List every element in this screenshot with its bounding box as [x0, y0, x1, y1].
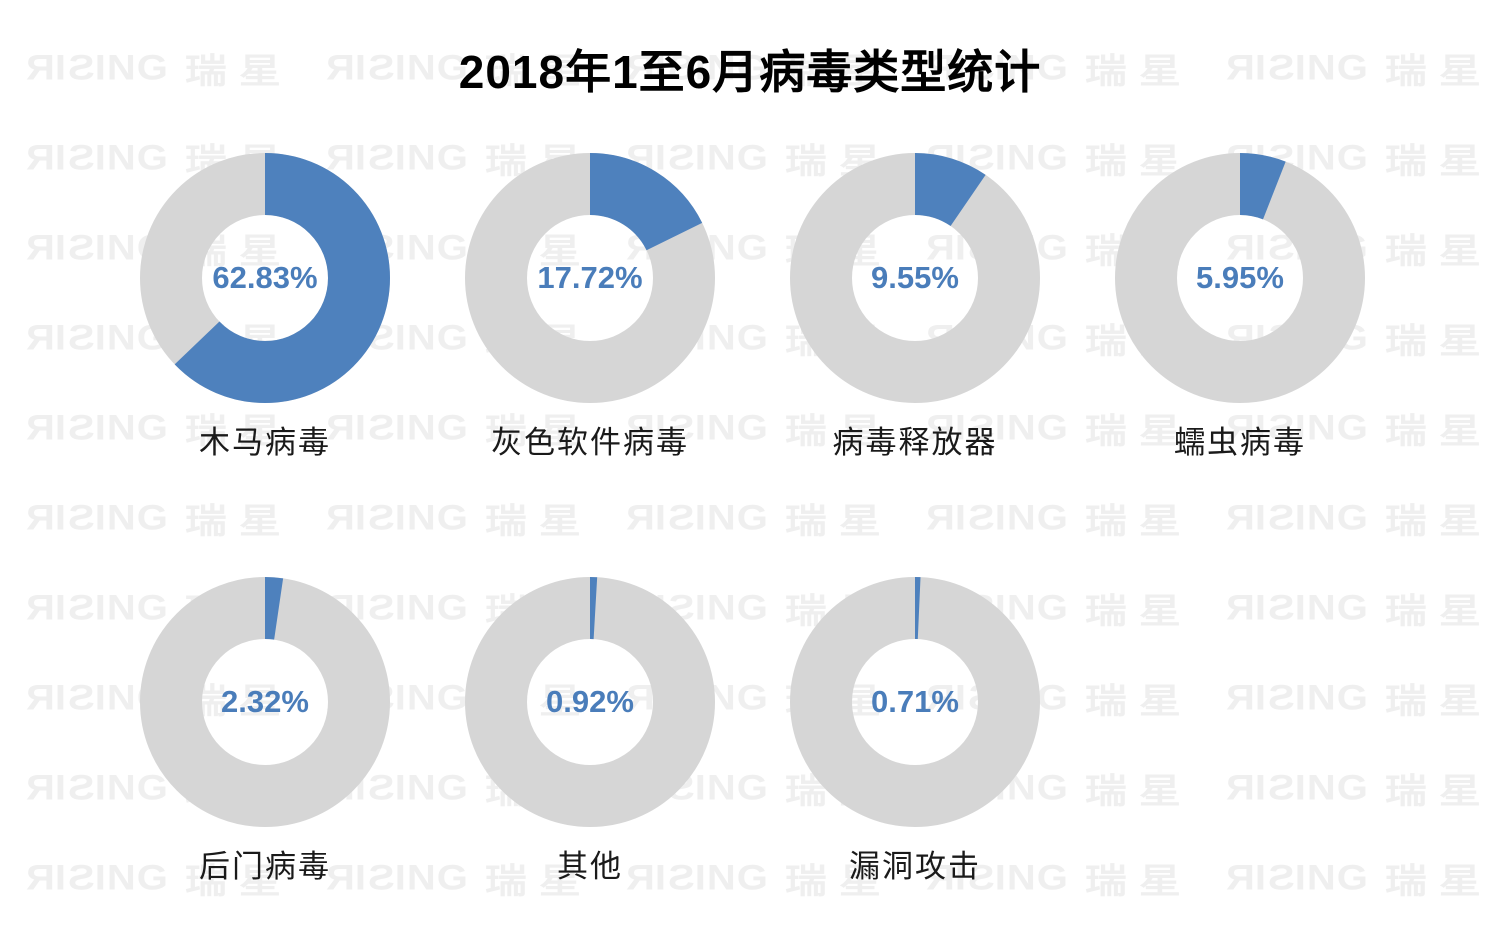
donut-label: 蠕虫病毒	[1174, 425, 1306, 460]
donut-ring	[790, 153, 1040, 403]
donut-value: 17.72%	[537, 260, 643, 295]
donut-value-arc	[790, 577, 1040, 827]
donut-value-arc	[465, 577, 715, 827]
donut-cell: 9.55% 病毒释放器	[790, 153, 1040, 463]
donut-value: 2.32%	[221, 684, 309, 719]
donut-value: 9.55%	[871, 260, 959, 295]
donut-cell: 17.72% 灰色软件病毒	[465, 153, 715, 463]
donut-cell: 0.92% 其他	[465, 577, 715, 887]
donut-label: 其他	[557, 849, 623, 884]
donut-ring	[465, 153, 715, 403]
donut-value-arc	[140, 153, 390, 403]
donut-cell: 5.95% 蠕虫病毒	[1115, 153, 1365, 463]
donut-value: 5.95%	[1196, 260, 1284, 295]
donut-ring	[465, 577, 715, 827]
donut-label: 漏洞攻击	[849, 849, 981, 884]
donut-value: 62.83%	[212, 260, 318, 295]
donut-ring	[140, 577, 390, 827]
donut-label: 后门病毒	[199, 849, 331, 884]
donut-cell: 2.32% 后门病毒	[140, 577, 390, 887]
donut-value: 0.92%	[546, 684, 634, 719]
donut-value-arc	[1115, 153, 1365, 403]
donut-label: 病毒释放器	[832, 425, 998, 460]
donut-label: 灰色软件病毒	[491, 425, 689, 460]
chart-title: 2018年1至6月病毒类型统计	[458, 46, 1042, 98]
donut-ring	[1115, 153, 1365, 403]
donut-cell: 0.71% 漏洞攻击	[790, 577, 1040, 887]
donut-value-arc	[790, 153, 1040, 403]
donut-value: 0.71%	[871, 684, 959, 719]
donut-value-arc	[140, 577, 390, 827]
donut-ring	[790, 577, 1040, 827]
donut-cell: 62.83% 木马病毒	[140, 153, 390, 463]
donut-ring	[140, 153, 390, 403]
donut-label: 木马病毒	[199, 425, 331, 460]
donut-value-arc	[465, 153, 715, 403]
